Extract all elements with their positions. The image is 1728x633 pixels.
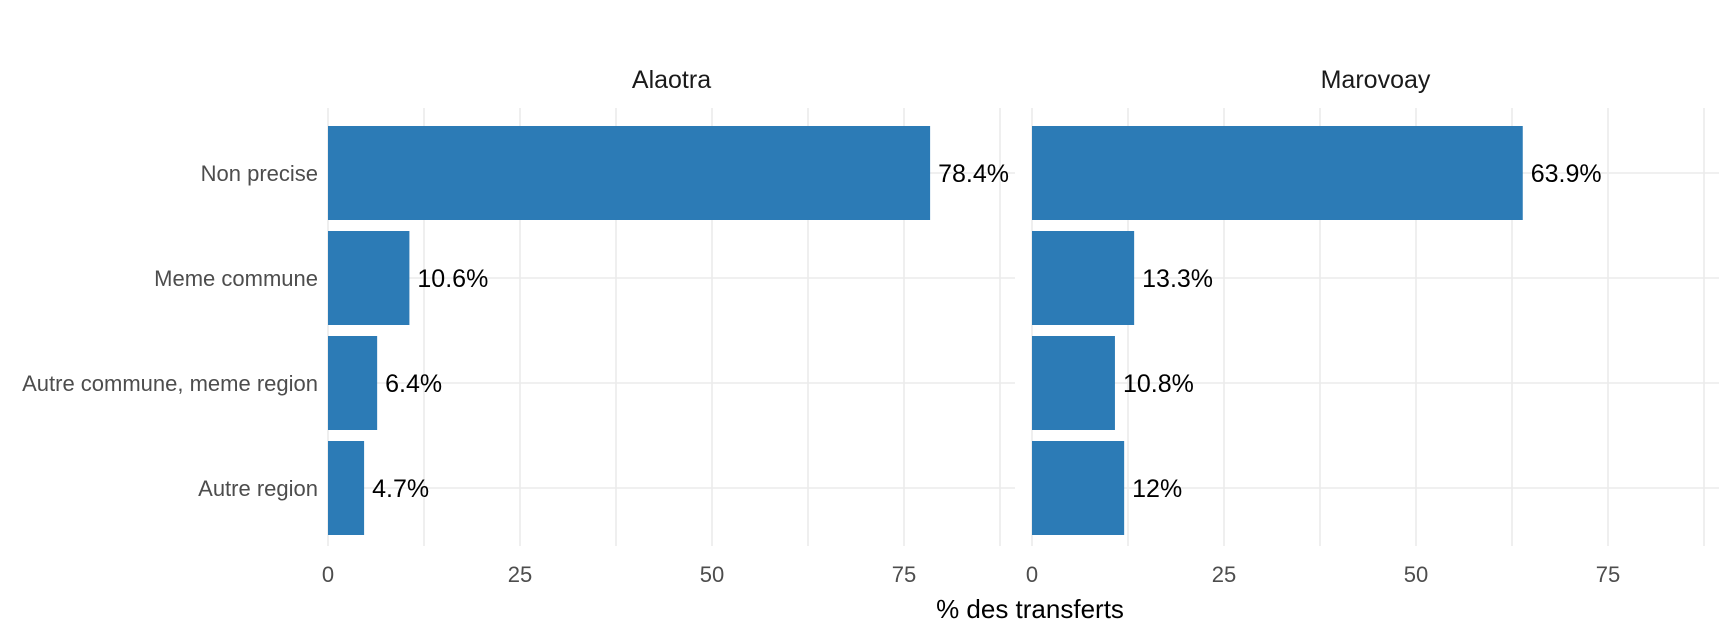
x-tick-label: 50 xyxy=(700,562,724,587)
bar xyxy=(1032,126,1523,220)
data-label: 10.6% xyxy=(417,265,488,293)
data-label: 4.7% xyxy=(372,475,429,503)
bar xyxy=(328,231,410,325)
data-label: 13.3% xyxy=(1142,265,1213,293)
bar xyxy=(1032,336,1115,430)
data-label: 12% xyxy=(1132,475,1182,503)
category-label: Autre commune, meme region xyxy=(22,371,318,396)
x-tick-label: 25 xyxy=(1212,562,1236,587)
x-tick-label: 0 xyxy=(1026,562,1038,587)
x-tick-label: 0 xyxy=(322,562,334,587)
panel-title: Marovoay xyxy=(1321,66,1431,94)
bar xyxy=(328,441,365,535)
category-label: Non precise xyxy=(201,161,318,186)
category-label: Meme commune xyxy=(154,266,318,291)
x-tick-label: 75 xyxy=(892,562,916,587)
x-axis-title: % des transferts xyxy=(936,594,1124,624)
data-label: 63.9% xyxy=(1531,160,1602,188)
x-tick-label: 50 xyxy=(1404,562,1428,587)
data-label: 10.8% xyxy=(1123,370,1194,398)
bar xyxy=(328,336,378,430)
x-tick-label: 75 xyxy=(1596,562,1620,587)
bar xyxy=(1032,231,1135,325)
panel-title: Alaotra xyxy=(632,66,711,94)
bar xyxy=(1032,441,1125,535)
data-label: 78.4% xyxy=(938,160,1009,188)
category-label: Autre region xyxy=(198,476,318,501)
x-tick-label: 25 xyxy=(508,562,532,587)
data-label: 6.4% xyxy=(385,370,442,398)
bar xyxy=(328,126,931,220)
